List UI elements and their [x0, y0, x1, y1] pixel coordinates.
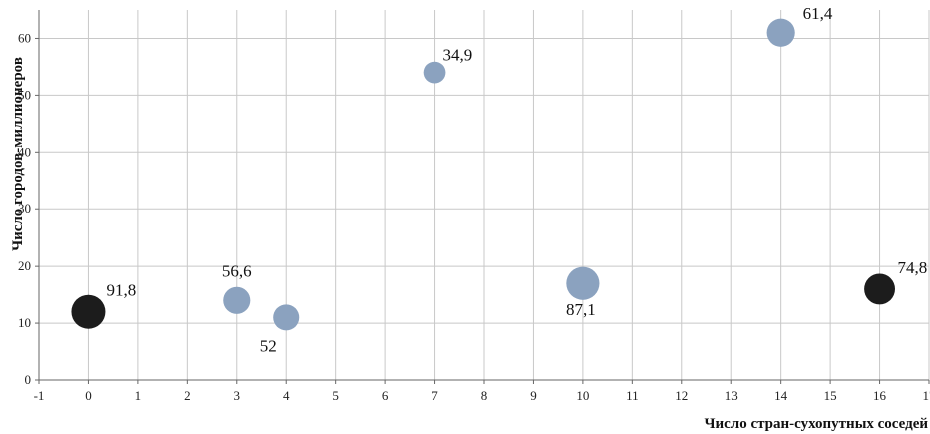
x-tick-label: 17 [923, 388, 930, 403]
data-label: 56,6 [222, 261, 252, 280]
x-tick-label: 7 [431, 388, 438, 403]
bubble-point [766, 18, 795, 47]
x-tick-label: 15 [824, 388, 837, 403]
y-tick-label: 10 [18, 315, 31, 330]
data-label: 52 [260, 336, 277, 355]
x-tick-label: 6 [382, 388, 389, 403]
x-tick-label: 12 [675, 388, 688, 403]
data-labels: 91,8 56,6 52 34,9 87,1 61,4 74,8 [106, 4, 927, 356]
y-tick-label: 0 [25, 372, 32, 387]
data-label: 74,8 [898, 258, 928, 277]
axes [35, 10, 930, 384]
x-axis-title: Число стран-сухопутных соседей [704, 416, 928, 432]
x-tick-label: 11 [626, 388, 639, 403]
x-tick-label: 4 [283, 388, 290, 403]
x-tick-label: 8 [481, 388, 488, 403]
y-tick-label: 20 [18, 258, 31, 273]
data-label: 91,8 [106, 281, 136, 300]
x-tick-label: 10 [576, 388, 589, 403]
grid [39, 10, 930, 380]
x-tick-label: 9 [530, 388, 537, 403]
x-tick-label: 3 [234, 388, 241, 403]
x-tick-label: 5 [332, 388, 339, 403]
bubbles [71, 18, 895, 331]
data-label: 61,4 [803, 4, 833, 23]
data-label: 34,9 [443, 46, 473, 65]
bubble-point [273, 304, 300, 331]
x-tick-label: 13 [725, 388, 738, 403]
bubble-point [223, 286, 251, 314]
bubble-point [423, 61, 446, 84]
bubble-point [566, 266, 600, 300]
y-axis-title: Число городов-миллионеров [10, 57, 26, 251]
x-tick-label: 1 [135, 388, 142, 403]
data-label: 87,1 [566, 300, 596, 319]
x-tick-label: 2 [184, 388, 191, 403]
y-tick-label: 30 [18, 201, 31, 216]
x-tick-labels: -101234567891011121314151617 [34, 388, 930, 403]
bubble-point [71, 294, 106, 329]
x-tick-label: 16 [873, 388, 887, 403]
y-tick-label: 50 [18, 87, 31, 102]
bubble-point [864, 273, 895, 305]
x-tick-label: 0 [85, 388, 92, 403]
y-tick-labels: 0 10 20 30 40 50 60 [18, 30, 31, 387]
x-tick-label: 14 [774, 388, 788, 403]
y-tick-label: 60 [18, 30, 31, 45]
y-tick-label: 40 [18, 144, 31, 159]
x-tick-label: -1 [34, 388, 45, 403]
